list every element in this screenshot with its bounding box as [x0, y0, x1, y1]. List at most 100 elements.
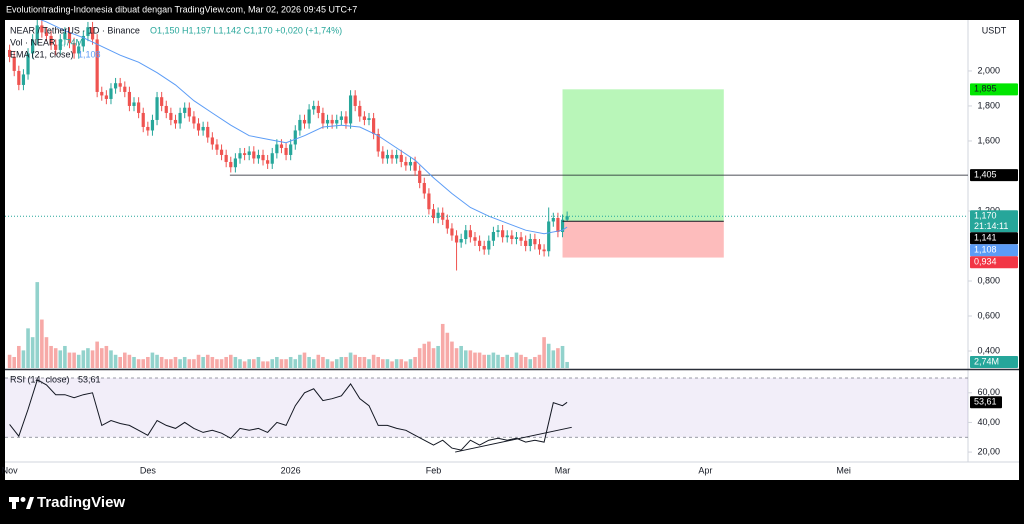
candle-body: [123, 86, 127, 92]
candle-body: [289, 144, 293, 155]
logo-part: [26, 497, 34, 509]
candle-body: [275, 144, 279, 154]
candle-body: [72, 42, 76, 54]
candle-body: [348, 95, 353, 124]
symbol: NEAR / TetherUS · 1D · Binance: [10, 25, 140, 35]
candle-body: [146, 126, 150, 131]
price-label-bg: [970, 256, 1018, 269]
volume-bar: [514, 352, 519, 368]
volume-bar: [86, 348, 90, 368]
volume-legend-value: 2,74M: [58, 37, 83, 47]
candle-body: [528, 238, 532, 246]
candle-body: [450, 228, 454, 236]
volume-bar: [219, 359, 224, 368]
volume-bar: [510, 356, 514, 368]
volume-bar: [201, 356, 205, 368]
volume-bar: [399, 359, 404, 368]
volume-bar: [353, 354, 357, 368]
candle-body: [81, 35, 85, 47]
rsi-legend-value: 53,61: [78, 374, 101, 384]
candle-body: [399, 154, 403, 162]
candle-body: [436, 212, 440, 218]
volume-bar: [321, 356, 325, 368]
volume-bar: [445, 332, 450, 368]
volume-bar: [141, 359, 146, 368]
candle-body: [279, 144, 284, 148]
candle-body: [551, 217, 555, 222]
volume-bar: [404, 361, 408, 368]
volume-bar: [122, 352, 127, 368]
candle-body: [270, 153, 274, 164]
price-label: 1,141: [974, 233, 997, 243]
volume-bar: [187, 359, 192, 368]
volume-bar: [127, 354, 132, 368]
candle-body: [339, 116, 343, 120]
volume-bar: [136, 359, 141, 368]
price-label: 1,108: [974, 245, 997, 255]
candle-body: [537, 244, 542, 250]
rsi-trendline: [455, 426, 572, 453]
candle-body: [293, 130, 297, 145]
y-tick-label: 0,600: [977, 310, 1000, 320]
candle-body: [358, 105, 362, 117]
volume-bar: [256, 356, 261, 368]
volume-bar: [173, 356, 178, 368]
price-label: 2,74M: [974, 356, 999, 366]
candle-body: [418, 170, 422, 183]
volume-bar: [348, 352, 353, 368]
candle-body: [330, 119, 334, 124]
candle-body: [104, 95, 108, 99]
volume-bar: [26, 328, 30, 368]
volume-bar: [394, 359, 399, 368]
rsi-pane: [5, 377, 968, 453]
volume-bar: [537, 354, 542, 368]
volume-bar: [454, 348, 459, 368]
volume-bar: [215, 359, 219, 368]
volume-bar: [169, 359, 173, 368]
volume-bar: [12, 356, 17, 368]
candle-body: [247, 151, 251, 155]
volume-bar: [413, 356, 417, 368]
candle-body: [519, 237, 523, 241]
volume-bar: [76, 354, 81, 368]
volume-bar: [390, 361, 394, 368]
volume-bar: [95, 341, 99, 368]
volume-bar: [132, 356, 136, 368]
volume-bar: [298, 354, 302, 368]
candle-body: [547, 221, 551, 252]
volume-bar: [422, 343, 427, 368]
volume-bar: [182, 356, 187, 368]
candle-body: [201, 126, 205, 131]
volume-bar: [81, 350, 86, 368]
y-tick-label: 1,800: [977, 100, 1000, 110]
volume-bar: [53, 348, 58, 368]
candle-body: [468, 230, 472, 238]
candle-body: [141, 112, 145, 127]
candle-body: [362, 116, 366, 120]
candle-body: [40, 25, 44, 33]
candle-body: [395, 154, 399, 159]
rsi-line: [9, 379, 568, 451]
candle-body: [367, 118, 371, 120]
candle-body: [413, 161, 417, 171]
volume-bar: [63, 345, 67, 368]
candle-body: [63, 32, 67, 40]
volume-bar: [523, 356, 528, 368]
y-tick-label: 1,600: [977, 135, 1000, 145]
logo-part: [20, 497, 26, 502]
candle-body: [565, 216, 569, 220]
candle-body: [431, 209, 436, 218]
price-label-bg: [970, 210, 1018, 233]
volume-bar: [385, 359, 390, 368]
candle-body: [215, 144, 219, 150]
volume-bar: [261, 361, 265, 368]
volume-bar: [357, 356, 362, 368]
volume-bar: [463, 350, 468, 368]
brand: TradingView: [37, 494, 125, 511]
volume-bar: [339, 356, 344, 368]
volume-bar: [316, 354, 321, 368]
candle-body: [206, 126, 210, 138]
candle-body: [284, 147, 288, 155]
